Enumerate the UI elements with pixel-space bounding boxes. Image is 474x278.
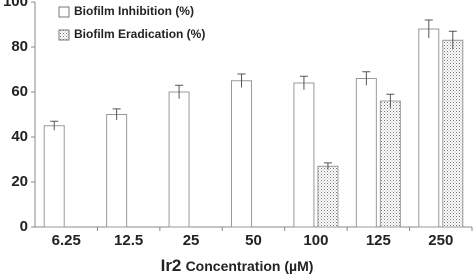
x-tick-label: 50 — [245, 232, 262, 249]
legend-swatch — [58, 6, 70, 18]
x-tick-label: 100 — [303, 232, 328, 249]
y-tick-label: 60 — [11, 83, 28, 100]
x-tick-label: 125 — [366, 232, 391, 249]
bar — [317, 165, 339, 228]
y-tick-label: 0 — [20, 218, 28, 235]
x-label-main: Concentration (µM) — [186, 258, 314, 274]
y-tick-label: 100 — [3, 0, 28, 10]
legend-swatch — [58, 29, 70, 41]
y-tick-label: 80 — [11, 38, 28, 55]
x-tick-label: 6.25 — [52, 232, 81, 249]
x-tick-label: 12.5 — [114, 232, 143, 249]
y-tick-label: 20 — [11, 173, 28, 190]
bar — [168, 91, 190, 228]
bar — [379, 100, 401, 228]
bar — [43, 125, 65, 228]
bar — [293, 82, 315, 228]
x-tick-label: 250 — [428, 232, 453, 249]
bar — [106, 114, 128, 228]
bar — [442, 39, 464, 228]
x-label-prefix: Ir2 — [161, 256, 182, 275]
y-tick-label: 40 — [11, 128, 28, 145]
x-axis-label: Ir2 Concentration (µM) — [161, 256, 314, 275]
bar — [355, 78, 377, 228]
bar — [231, 80, 252, 228]
legend-label: Biofilm Eradication (%) — [74, 27, 205, 41]
bar — [418, 28, 440, 228]
legend-label: Biofilm Inhibition (%) — [74, 4, 194, 18]
x-tick-label: 25 — [183, 232, 200, 249]
